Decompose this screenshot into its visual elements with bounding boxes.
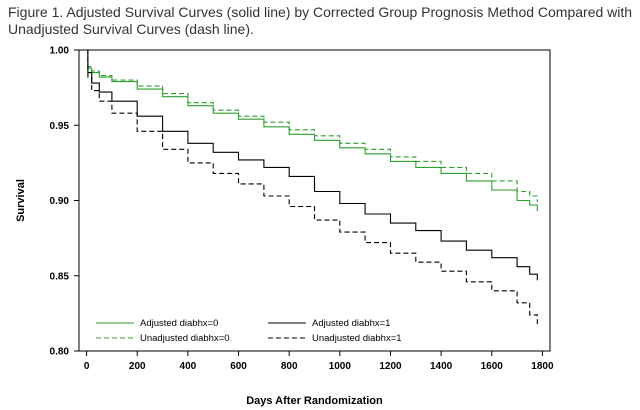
series-line-3 xyxy=(86,49,538,281)
legend-label: Unadjusted diabhx=0 xyxy=(140,333,230,344)
y-axis: 0.80 0.85 0.90 0.95 1.00 xyxy=(50,46,79,358)
y-tick-label: 0.95 xyxy=(50,121,70,132)
curve-layer xyxy=(86,49,538,324)
y-tick-label: 0.85 xyxy=(50,271,70,282)
y-tick-label: 1.00 xyxy=(50,46,70,57)
x-tick-label: 800 xyxy=(281,361,298,372)
figure-caption: Figure 1. Adjusted Survival Curves (soli… xyxy=(8,4,633,37)
x-tick-label: 200 xyxy=(129,361,146,372)
x-tick-label: 0 xyxy=(84,361,90,372)
x-tick-label: 1000 xyxy=(329,361,352,372)
x-tick-label: 1800 xyxy=(531,361,554,372)
x-axis-label: Days After Randomization xyxy=(246,395,383,407)
x-axis: 0 200 400 600 800 1000 1200 1400 1600 1800 xyxy=(84,351,554,372)
y-tick-label: 0.90 xyxy=(50,196,70,207)
x-tick-label: 600 xyxy=(230,361,247,372)
legend-label: Adjusted diabhx=0 xyxy=(140,318,218,329)
x-tick-label: 1200 xyxy=(379,361,402,372)
series-line-1 xyxy=(86,49,538,211)
series-line-2 xyxy=(86,49,538,202)
legend-label: Adjusted diabhx=1 xyxy=(312,318,390,329)
x-tick-label: 1600 xyxy=(481,361,504,372)
y-tick-label: 0.80 xyxy=(50,347,70,358)
x-tick-label: 400 xyxy=(180,361,197,372)
legend-label: Unadjusted diabhx=1 xyxy=(312,333,402,344)
legend: Adjusted diabhx=0 Unadjusted diabhx=0 Adju… xyxy=(96,318,402,344)
plot-frame xyxy=(78,49,551,352)
x-tick-label: 1400 xyxy=(430,361,453,372)
y-axis-label: Survival xyxy=(15,179,27,222)
series-line-4 xyxy=(86,49,538,324)
